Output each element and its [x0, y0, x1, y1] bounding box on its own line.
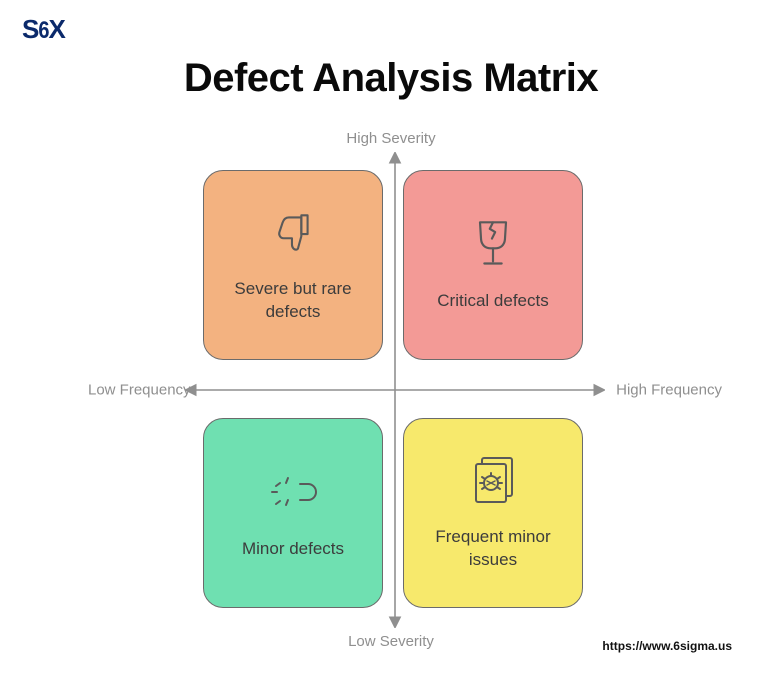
- quadrant-frequent-minor: Frequent minor issues: [403, 418, 583, 608]
- axis-label-bottom: Low Severity: [348, 633, 434, 650]
- brand-logo: S6X: [22, 14, 65, 45]
- quadrant-label: Critical defects: [437, 290, 548, 313]
- axis-label-top: High Severity: [346, 130, 435, 147]
- matrix-container: High Severity Low Severity Low Frequency…: [0, 130, 782, 650]
- thumbs-down-icon: [265, 204, 321, 260]
- page-title: Defect Analysis Matrix: [0, 56, 782, 101]
- source-url: https://www.6sigma.us: [602, 639, 732, 653]
- quadrant-label: Minor defects: [242, 538, 344, 561]
- broken-link-icon: [265, 464, 321, 520]
- axis-label-right: High Frequency: [616, 382, 722, 399]
- quadrant-label: Severe but rare defects: [220, 278, 366, 324]
- quadrant-minor: Minor defects: [203, 418, 383, 608]
- axis-label-left: Low Frequency: [88, 382, 191, 399]
- quadrant-severe-rare: Severe but rare defects: [203, 170, 383, 360]
- quadrant-critical: Critical defects: [403, 170, 583, 360]
- bug-doc-icon: [465, 452, 521, 508]
- broken-glass-icon: [465, 216, 521, 272]
- quadrant-label: Frequent minor issues: [420, 526, 566, 572]
